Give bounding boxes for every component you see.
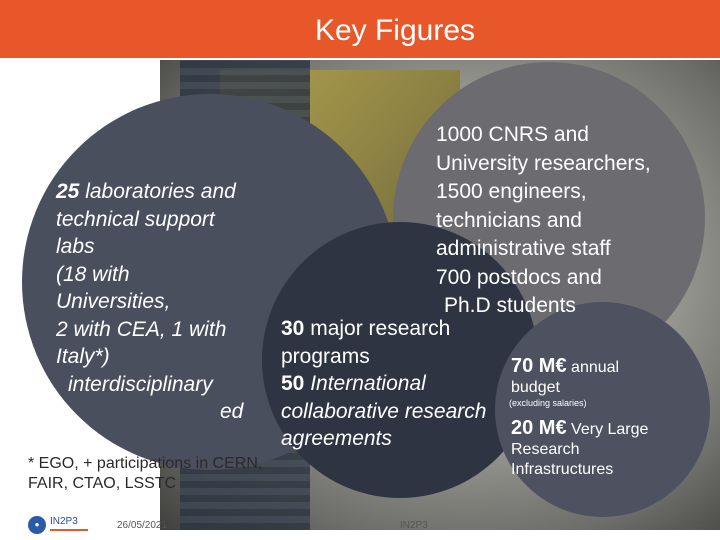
programs-circle (262, 222, 538, 498)
footnote: * EGO, + participations in CERN, FAIR, C… (28, 455, 263, 492)
page-number: 2 (696, 518, 704, 533)
slide-title: Key Figures (314, 14, 476, 47)
in2p3-logo: ● IN2P3 (28, 514, 88, 538)
footer-date: 26/05/2021 (117, 520, 168, 531)
cnrs-logo-icon: ● (28, 516, 46, 534)
staff-text: 1000 CNRS and University researchers, 15… (436, 123, 651, 317)
budget-circle (495, 302, 710, 517)
budget-text: 70 M€ annual budget (excluding salaries)… (509, 355, 649, 478)
footer-label: IN2P3 (400, 520, 428, 531)
programs-text: 30 major research programs 50 Internatio… (281, 317, 487, 450)
laboratories-text: 25 laboratories and technical support la… (56, 180, 244, 423)
title-bar (0, 0, 720, 58)
